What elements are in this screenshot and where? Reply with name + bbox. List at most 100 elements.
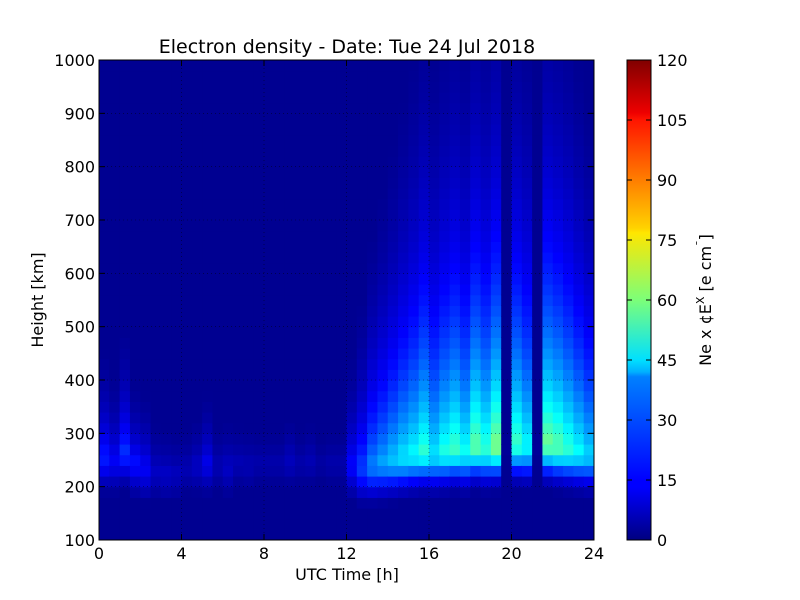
heatmap-cell	[284, 305, 296, 317]
heatmap-cell	[398, 241, 409, 253]
heatmap-cell	[150, 497, 162, 509]
heatmap-cell	[501, 166, 513, 178]
heatmap-cell	[418, 518, 430, 530]
heatmap-cell	[171, 134, 183, 146]
heatmap-cell	[294, 316, 306, 328]
heatmap-cell	[305, 358, 317, 370]
heatmap-cell	[129, 252, 141, 264]
heatmap-cell	[284, 145, 296, 157]
heatmap-cell	[160, 124, 172, 136]
heatmap-cell	[490, 273, 502, 285]
heatmap-cell	[99, 60, 110, 72]
heatmap-cell	[480, 262, 492, 274]
heatmap-cell	[284, 113, 296, 125]
heatmap-cell	[181, 444, 193, 456]
heatmap-cell	[243, 209, 255, 221]
heatmap-cell	[119, 198, 131, 210]
heatmap-cell	[521, 81, 533, 93]
heatmap-cell	[511, 433, 523, 445]
heatmap-cell	[284, 369, 296, 381]
heatmap-cell	[99, 508, 110, 520]
heatmap-cell	[160, 252, 172, 264]
heatmap-cell	[501, 337, 513, 349]
heatmap-cell	[294, 70, 306, 82]
heatmap-cell	[521, 358, 533, 370]
heatmap-cell	[129, 380, 141, 392]
heatmap-cell	[336, 284, 348, 296]
heatmap-cell	[294, 358, 306, 370]
heatmap-cell	[521, 529, 533, 540]
heatmap-cell	[418, 124, 430, 136]
heatmap-cell	[501, 284, 513, 296]
heatmap-cell	[552, 124, 564, 136]
heatmap-cell	[408, 433, 420, 445]
heatmap-cell	[346, 198, 358, 210]
heatmap-cell	[449, 497, 461, 509]
heatmap-cell	[377, 262, 389, 274]
heatmap-cell	[233, 124, 244, 136]
heatmap-cell	[274, 412, 286, 424]
heatmap-cell	[212, 134, 224, 146]
heatmap-cell	[490, 60, 502, 72]
heatmap-cell	[160, 369, 172, 381]
heatmap-cell	[336, 134, 348, 146]
heatmap-cell	[563, 401, 574, 413]
heatmap-cell	[501, 508, 513, 520]
heatmap-cell	[160, 476, 172, 488]
heatmap-cell	[233, 305, 244, 317]
heatmap-cell	[284, 166, 296, 178]
heatmap-cell	[449, 454, 461, 466]
heatmap-cell	[150, 113, 162, 125]
heatmap-cell	[418, 198, 430, 210]
heatmap-cell	[222, 390, 234, 402]
heatmap-cell	[356, 326, 368, 338]
heatmap-cell	[150, 220, 162, 232]
heatmap-cell	[325, 305, 337, 317]
heatmap-cell	[408, 81, 420, 93]
heatmap-cell	[264, 102, 275, 114]
heatmap-cell	[325, 529, 337, 540]
heatmap-cell	[387, 273, 399, 285]
heatmap-cell	[470, 81, 482, 93]
heatmap-cell	[521, 369, 533, 381]
heatmap-cell	[346, 422, 358, 434]
heatmap-cell	[398, 81, 409, 93]
heatmap-cell	[140, 81, 152, 93]
heatmap-cell	[243, 294, 255, 306]
heatmap-cell	[459, 166, 471, 178]
heatmap-cell	[191, 81, 203, 93]
heatmap-cell	[377, 380, 389, 392]
heatmap-cell	[336, 369, 348, 381]
heatmap-cell	[532, 124, 544, 136]
heatmap-cell	[573, 113, 585, 125]
heatmap-cell	[274, 177, 286, 189]
heatmap-cell	[459, 518, 471, 530]
heatmap-cell	[212, 444, 224, 456]
heatmap-cell	[325, 444, 337, 456]
heatmap-cell	[418, 81, 430, 93]
heatmap-cell	[150, 412, 162, 424]
heatmap-cell	[552, 220, 564, 232]
heatmap-cell	[573, 220, 585, 232]
heatmap-cell	[222, 444, 234, 456]
heatmap-cell	[542, 60, 554, 72]
heatmap-cell	[521, 316, 533, 328]
heatmap-cell	[294, 262, 306, 274]
heatmap-cell	[532, 220, 544, 232]
heatmap-cell	[490, 358, 502, 370]
heatmap-cell	[191, 369, 203, 381]
heatmap-cell	[160, 188, 172, 200]
heatmap-cell	[140, 252, 152, 264]
heatmap-cell	[470, 145, 482, 157]
heatmap-cell	[294, 369, 306, 381]
heatmap-cell	[408, 326, 420, 338]
heatmap-cell	[212, 145, 224, 157]
heatmap-cell	[532, 241, 544, 253]
heatmap-cell	[315, 273, 327, 285]
heatmap-cell	[140, 198, 152, 210]
y-tick-label: 300	[64, 424, 95, 443]
heatmap-cell	[532, 444, 544, 456]
heatmap-cell	[253, 433, 265, 445]
heatmap-cell	[356, 476, 368, 488]
heatmap-cell	[398, 433, 409, 445]
